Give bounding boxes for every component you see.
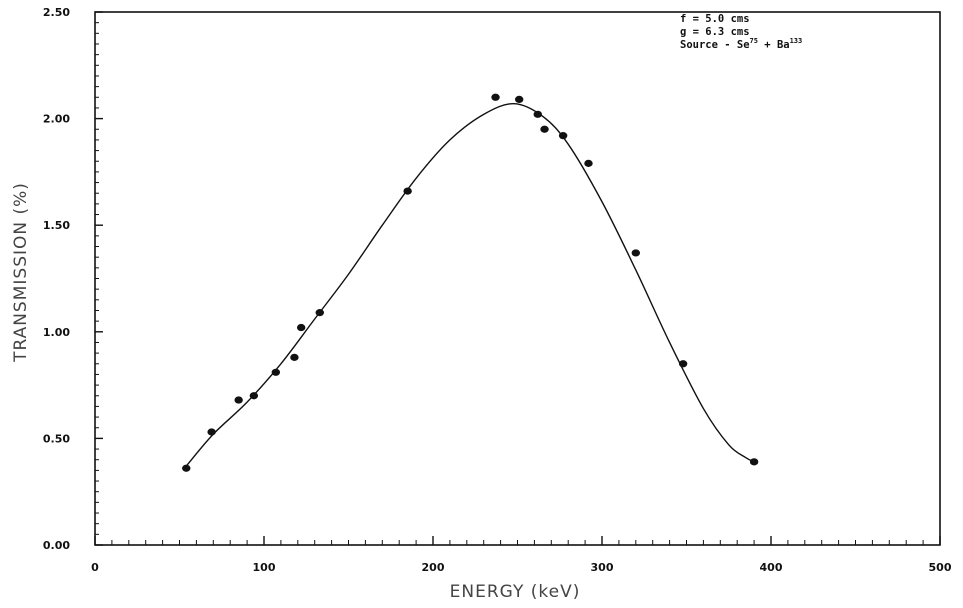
fit-curve [185, 102, 755, 467]
annotation-f: f = 5.0 cms [680, 13, 750, 25]
fit-curve-group [185, 102, 755, 467]
annotation-g: g = 6.3 cms [680, 26, 750, 38]
annotation-source: Source - Se75 + Ba133 [680, 37, 802, 51]
data-point [584, 159, 593, 167]
x-tick-label: 400 [760, 561, 783, 574]
data-point [678, 360, 688, 368]
annotation-sup-se: 75 [750, 37, 758, 45]
data-point [315, 309, 324, 317]
data-point [558, 132, 568, 140]
annotation-source-mid: + Ba [758, 39, 790, 51]
annotation-sup-ba: 133 [790, 37, 803, 45]
data-point [234, 396, 243, 404]
x-tick-label: 300 [591, 561, 614, 574]
data-points [182, 93, 759, 472]
data-point [491, 93, 500, 101]
y-tick-label: 2.50 [43, 6, 70, 19]
data-point [540, 125, 549, 133]
data-point [514, 95, 524, 104]
x-tick-label: 0 [91, 561, 99, 574]
y-tick-label: 1.00 [43, 326, 70, 339]
data-point [631, 249, 640, 257]
data-point [271, 368, 281, 376]
data-point [249, 392, 259, 400]
x-axis-title: ENERGY (keV) [450, 582, 581, 602]
axes: 0.00 0.50 1.00 1.50 2.00 2.50 0 100 200 300 400 500 [43, 6, 952, 574]
data-point [296, 323, 306, 332]
data-point [207, 428, 216, 436]
y-tick-label: 2.00 [43, 113, 70, 126]
x-tick-label: 200 [422, 561, 445, 574]
data-point [749, 458, 759, 466]
data-point [182, 464, 191, 472]
x-tick-label: 500 [929, 561, 952, 574]
y-tick-label: 0.00 [43, 539, 70, 552]
y-tick-label: 0.50 [43, 432, 70, 445]
y-tick-label: 1.50 [43, 219, 70, 232]
y-axis-title: TRANSMISSION (%) [11, 182, 31, 363]
legend-annotation: f = 5.0 cms g = 6.3 cms Source - Se75 + … [680, 13, 802, 51]
data-point [533, 110, 542, 118]
data-point [290, 353, 299, 361]
x-tick-label: 100 [253, 561, 276, 574]
annotation-source-prefix: Source - Se [680, 39, 750, 51]
data-point [403, 187, 412, 195]
